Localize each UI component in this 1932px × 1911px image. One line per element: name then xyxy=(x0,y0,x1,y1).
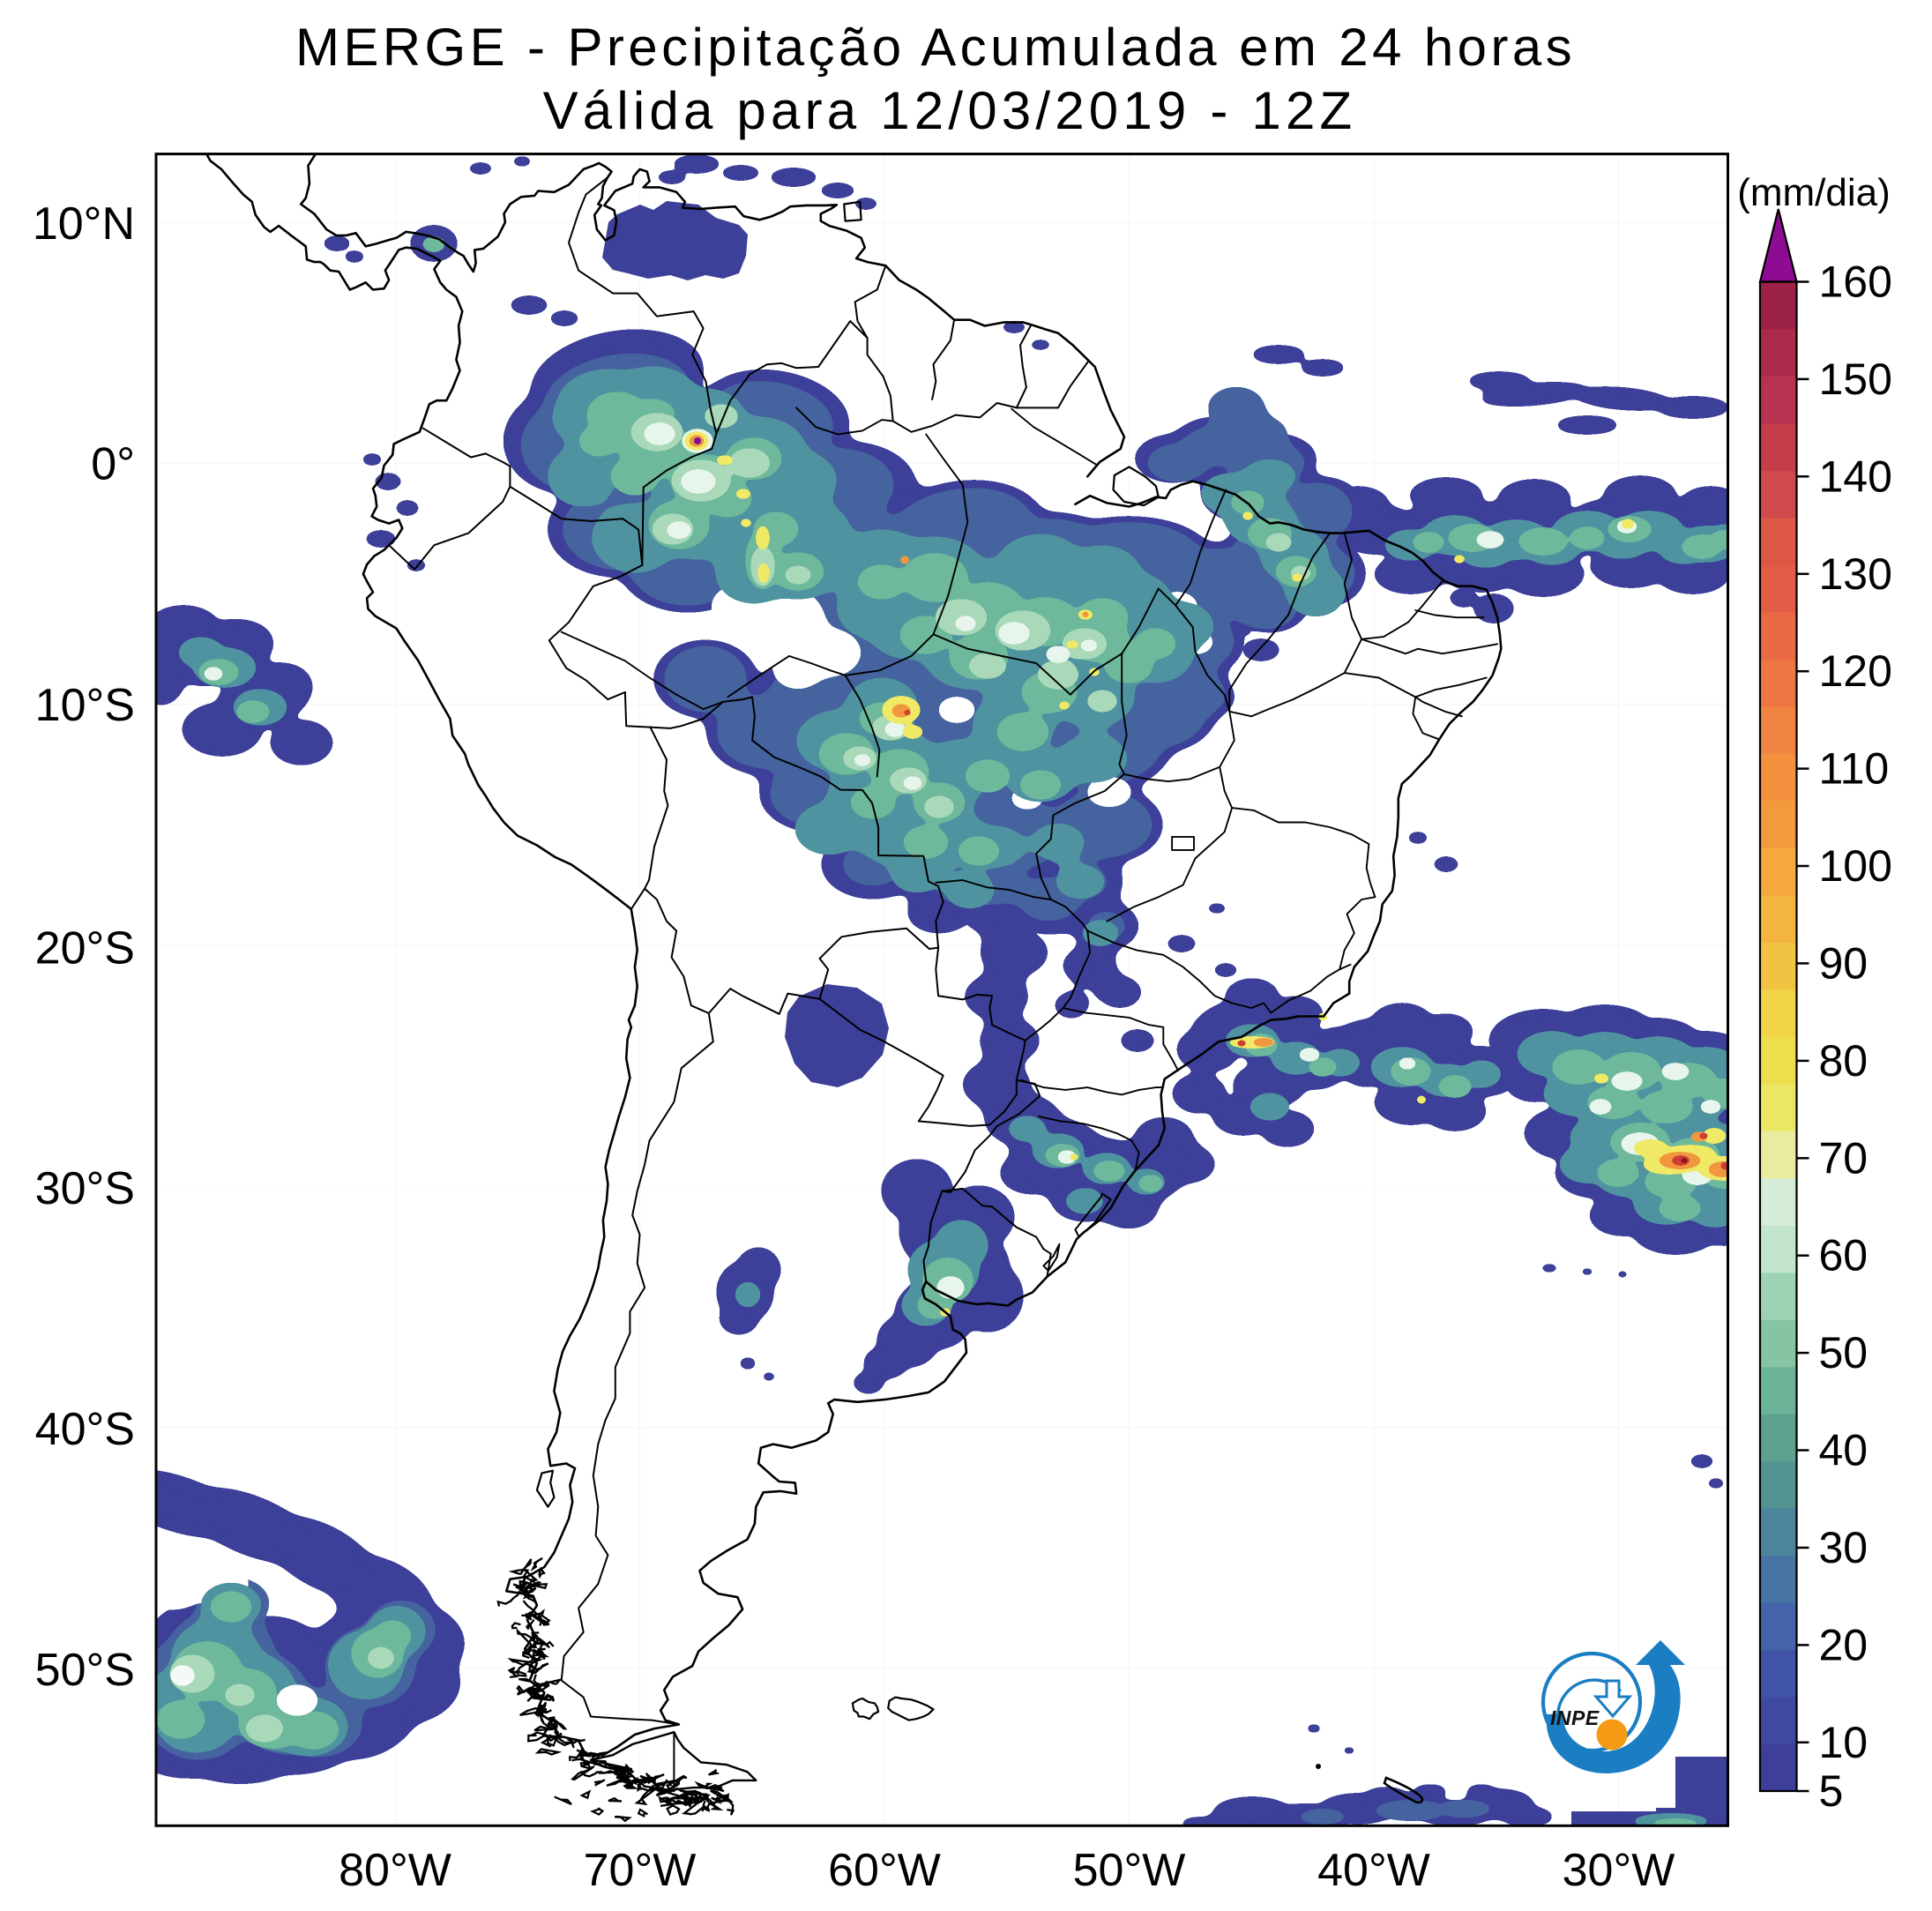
svg-text:50: 50 xyxy=(1819,1328,1869,1377)
svg-text:Válida para 12/03/2019 - 12Z: Válida para 12/03/2019 - 12Z xyxy=(543,81,1357,140)
svg-text:5: 5 xyxy=(1819,1766,1844,1816)
svg-text:MERGE - Precipitação Acumulada: MERGE - Precipitação Acumulada em 24 hor… xyxy=(295,18,1576,77)
svg-text:50°W: 50°W xyxy=(1073,1845,1186,1896)
svg-text:0°: 0° xyxy=(91,439,135,490)
svg-text:70: 70 xyxy=(1819,1133,1869,1183)
svg-text:10°N: 10°N xyxy=(33,198,135,250)
svg-text:20°S: 20°S xyxy=(35,923,135,974)
svg-text:140: 140 xyxy=(1819,452,1892,501)
svg-text:60°W: 60°W xyxy=(828,1845,941,1896)
svg-text:40: 40 xyxy=(1819,1426,1869,1475)
svg-text:30: 30 xyxy=(1819,1523,1869,1572)
svg-text:100: 100 xyxy=(1819,841,1892,891)
svg-text:90: 90 xyxy=(1819,938,1869,988)
svg-text:20: 20 xyxy=(1819,1620,1869,1669)
svg-text:60: 60 xyxy=(1819,1231,1869,1280)
svg-text:120: 120 xyxy=(1819,646,1892,696)
svg-text:110: 110 xyxy=(1819,744,1890,794)
svg-text:10: 10 xyxy=(1819,1718,1869,1767)
svg-text:40°W: 40°W xyxy=(1317,1845,1430,1896)
svg-text:50°S: 50°S xyxy=(35,1645,135,1696)
svg-text:40°S: 40°S xyxy=(35,1404,135,1455)
svg-text:INPE: INPE xyxy=(1550,1706,1600,1729)
svg-text:30°W: 30°W xyxy=(1563,1845,1675,1896)
svg-text:150: 150 xyxy=(1819,355,1892,404)
svg-text:10°S: 10°S xyxy=(35,680,135,731)
svg-text:160: 160 xyxy=(1819,258,1892,307)
svg-text:80: 80 xyxy=(1819,1036,1869,1086)
svg-text:30°S: 30°S xyxy=(35,1163,135,1214)
svg-text:(mm/dia): (mm/dia) xyxy=(1737,171,1891,214)
svg-text:80°W: 80°W xyxy=(339,1845,451,1896)
svg-text:130: 130 xyxy=(1819,549,1892,599)
svg-text:70°W: 70°W xyxy=(584,1845,697,1896)
